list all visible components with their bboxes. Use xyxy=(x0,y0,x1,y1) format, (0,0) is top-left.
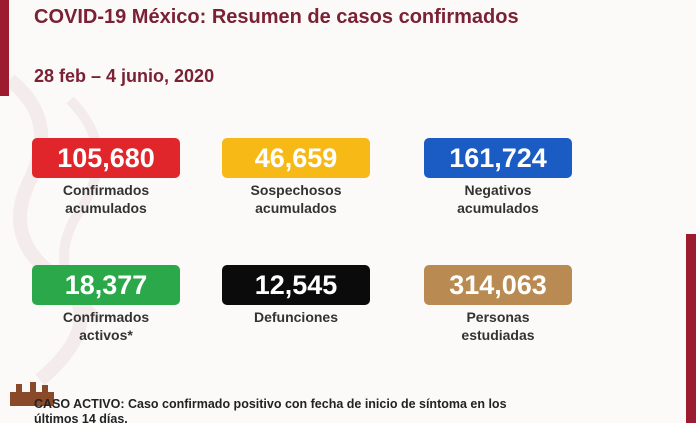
card-label: Negativos acumulados xyxy=(398,181,598,217)
logo xyxy=(10,382,54,406)
card-label: Confirmados activos* xyxy=(6,308,206,344)
card-label: Sospechosos acumulados xyxy=(196,181,396,217)
card-label-line: Personas xyxy=(466,309,530,325)
card-value: 18,377 xyxy=(32,265,180,305)
card-label-line: Confirmados xyxy=(62,309,150,325)
card-label-line: Sospechosos xyxy=(250,182,342,198)
footnote-line: últimos 14 días. xyxy=(34,412,128,423)
date: 28 feb – 4 junio, 2020 xyxy=(34,66,215,86)
card-value: 314,063 xyxy=(424,265,572,305)
card-value: 105,680 xyxy=(32,138,180,178)
right-stripe xyxy=(686,234,696,423)
card-value: 12,545 xyxy=(222,265,370,305)
card-label-line: Defunciones xyxy=(253,309,338,325)
card-label-line: Confirmados xyxy=(62,182,150,198)
card-label-line: acumulados xyxy=(255,200,337,216)
card-label: Confirmados acumulados xyxy=(6,181,206,217)
card-label-line: estudiadas xyxy=(461,327,535,343)
card-value: 161,724 xyxy=(424,138,572,178)
card-label: Personas estudiadas xyxy=(398,308,598,344)
title: COVID-19 México: Resumen de casos confir… xyxy=(34,6,519,28)
footnote: CASO ACTIVO: Caso confirmado positivo co… xyxy=(34,397,507,423)
left-stripe xyxy=(0,0,9,96)
card-label-line: acumulados xyxy=(457,200,539,216)
card-label: Defunciones xyxy=(196,308,396,326)
card-label-line: acumulados xyxy=(65,200,147,216)
footnote-line: CASO ACTIVO: Caso confirmado positivo co… xyxy=(34,397,507,411)
card-label-line: activos* xyxy=(79,327,133,343)
card-label-line: Negativos xyxy=(464,182,532,198)
card-value: 46,659 xyxy=(222,138,370,178)
